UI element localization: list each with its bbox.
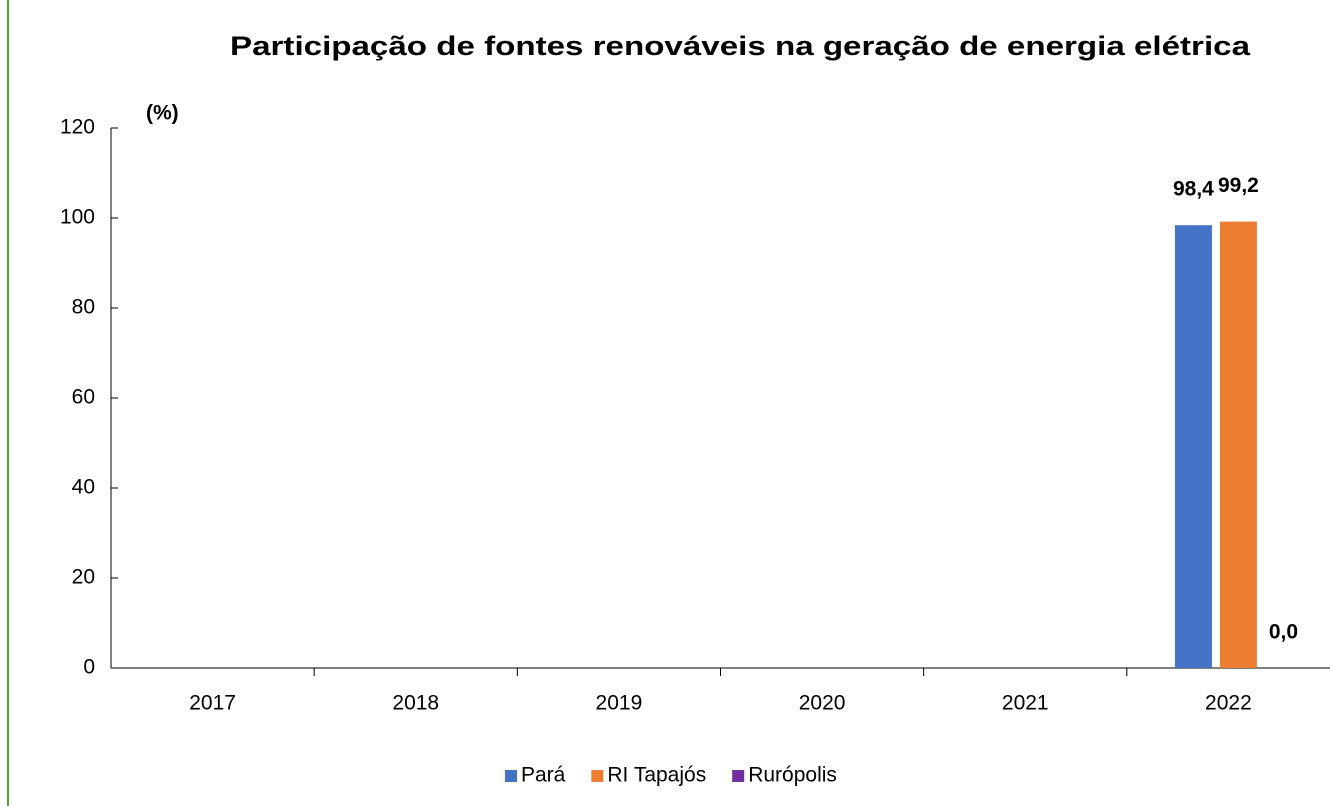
legend-label: Rurópolis (748, 764, 837, 787)
legend-swatch (591, 770, 604, 782)
x-tick-label: 2020 (799, 692, 846, 715)
bar (1174, 225, 1212, 668)
x-tick-label: 2017 (189, 692, 236, 715)
y-tick-label: 20 (72, 566, 95, 589)
chart-title: Participação de fontes renováveis na ger… (230, 31, 1251, 61)
value-label: 98,4 (1173, 178, 1214, 201)
value-label: 99,2 (1218, 174, 1259, 197)
y-axis-label: (%) (146, 102, 179, 125)
value-label: 0,0 (1269, 621, 1298, 644)
bar (1219, 221, 1257, 668)
x-tick-label: 2022 (1205, 692, 1252, 715)
legend-label: Pará (521, 764, 566, 787)
y-tick-label: 60 (72, 386, 95, 409)
y-tick-label: 40 (72, 476, 95, 499)
legend-swatch (505, 770, 517, 782)
y-tick-label: 0 (83, 656, 95, 679)
y-tick-label: 100 (60, 206, 95, 229)
legend-label: RI Tapajós (607, 764, 706, 787)
x-tick-label: 2021 (1002, 692, 1049, 715)
x-tick-label: 2019 (596, 692, 643, 715)
x-tick-label: 2018 (392, 692, 439, 715)
y-tick-label: 80 (72, 296, 95, 319)
y-tick-label: 120 (60, 116, 95, 139)
legend-swatch (732, 770, 745, 782)
